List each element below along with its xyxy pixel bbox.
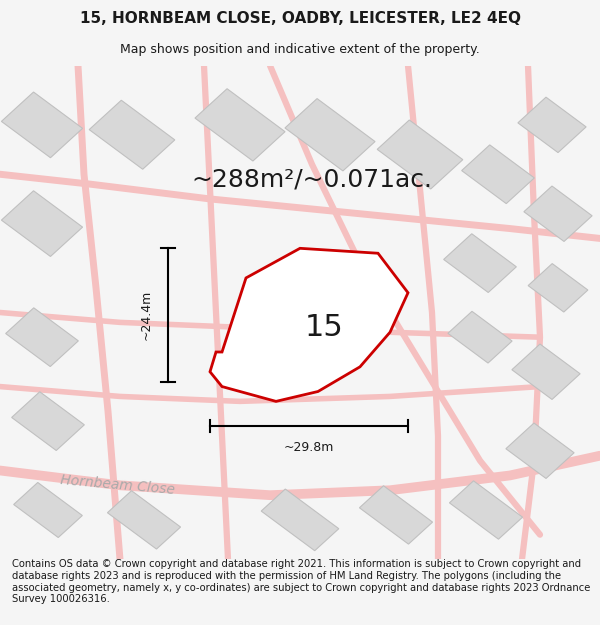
Text: ~288m²/~0.071ac.: ~288m²/~0.071ac. — [191, 167, 433, 191]
Polygon shape — [14, 482, 82, 538]
Polygon shape — [449, 481, 523, 539]
Polygon shape — [506, 423, 574, 479]
Polygon shape — [89, 100, 175, 169]
Text: ~24.4m: ~24.4m — [140, 290, 153, 340]
Polygon shape — [1, 191, 83, 256]
Text: Hornbeam Close: Hornbeam Close — [60, 473, 176, 498]
Text: Map shows position and indicative extent of the property.: Map shows position and indicative extent… — [120, 42, 480, 56]
Text: ~29.8m: ~29.8m — [284, 441, 334, 454]
Polygon shape — [285, 99, 375, 171]
Polygon shape — [528, 264, 588, 312]
Polygon shape — [461, 145, 535, 204]
Polygon shape — [261, 489, 339, 551]
Polygon shape — [512, 344, 580, 399]
Text: 15, HORNBEAM CLOSE, OADBY, LEICESTER, LE2 4EQ: 15, HORNBEAM CLOSE, OADBY, LEICESTER, LE… — [79, 11, 521, 26]
Polygon shape — [359, 486, 433, 544]
Text: Contains OS data © Crown copyright and database right 2021. This information is : Contains OS data © Crown copyright and d… — [12, 559, 590, 604]
Polygon shape — [195, 89, 285, 161]
Polygon shape — [443, 234, 517, 292]
Polygon shape — [518, 97, 586, 152]
Text: 15: 15 — [305, 312, 343, 342]
Polygon shape — [11, 392, 85, 451]
Polygon shape — [377, 120, 463, 189]
Polygon shape — [448, 311, 512, 363]
Polygon shape — [524, 186, 592, 241]
Polygon shape — [5, 308, 79, 366]
Polygon shape — [107, 491, 181, 549]
Polygon shape — [1, 92, 83, 158]
Polygon shape — [210, 248, 408, 401]
